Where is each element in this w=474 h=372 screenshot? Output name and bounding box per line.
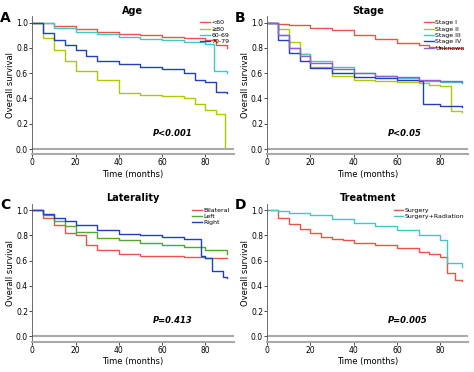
X-axis label: Time (months): Time (months)	[337, 170, 399, 179]
Legend: <60, ≥80, 60-69, 70-79: <60, ≥80, 60-69, 70-79	[200, 19, 230, 45]
Title: Treatment: Treatment	[339, 193, 396, 203]
Legend: Surgery, Surgery+Radiation: Surgery, Surgery+Radiation	[393, 207, 465, 220]
Text: B: B	[235, 11, 246, 25]
X-axis label: Time (months): Time (months)	[337, 357, 399, 366]
Y-axis label: Overall survival: Overall survival	[240, 240, 249, 306]
Text: P<0.05: P<0.05	[388, 129, 422, 138]
Text: A: A	[0, 11, 11, 25]
Text: P=0.413: P=0.413	[153, 316, 193, 325]
Text: P<0.001: P<0.001	[153, 129, 193, 138]
X-axis label: Time (months): Time (months)	[102, 357, 164, 366]
Title: Age: Age	[122, 6, 144, 16]
X-axis label: Time (months): Time (months)	[102, 170, 164, 179]
Text: P=0.005: P=0.005	[388, 316, 428, 325]
Text: C: C	[0, 198, 10, 212]
Legend: Stage I, Stage II, Stage III, Stage IV, Unknown: Stage I, Stage II, Stage III, Stage IV, …	[424, 19, 465, 51]
Y-axis label: Overall survival: Overall survival	[6, 240, 15, 306]
Y-axis label: Overall survival: Overall survival	[240, 52, 249, 118]
Text: D: D	[235, 198, 246, 212]
Y-axis label: Overall survival: Overall survival	[6, 52, 15, 118]
Title: Stage: Stage	[352, 6, 384, 16]
Title: Laterality: Laterality	[106, 193, 160, 203]
Legend: Bilateral, Left, Right: Bilateral, Left, Right	[191, 207, 230, 226]
